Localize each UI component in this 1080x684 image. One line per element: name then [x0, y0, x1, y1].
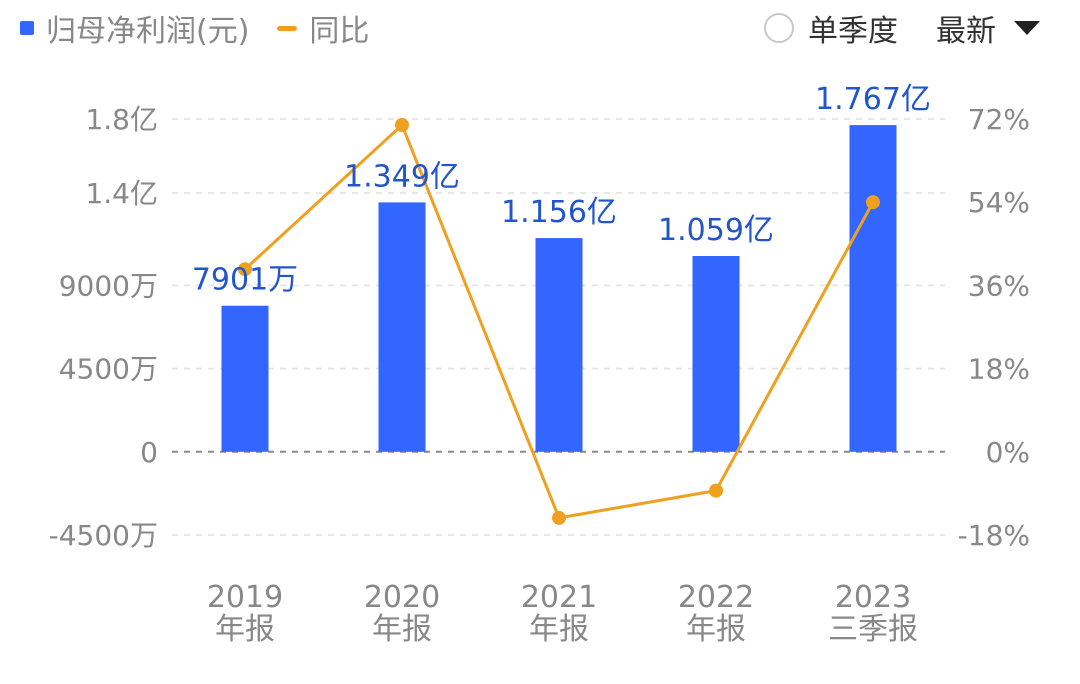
single-season-label[interactable]: 单季度: [808, 14, 898, 49]
bar: [535, 238, 583, 452]
x-category-label: 2020: [364, 580, 440, 615]
y-left-tick-label: -4500万: [49, 519, 158, 552]
bar-value-label: 1.767亿: [815, 82, 931, 117]
x-category-label: 三季报: [828, 612, 918, 647]
y-left-tick-label: 4500万: [59, 353, 158, 386]
x-category-label: 年报: [372, 612, 432, 647]
chevron-down-icon[interactable]: [1014, 21, 1040, 35]
x-category-label: 年报: [686, 612, 746, 647]
bar-value-label: 1.156亿: [501, 195, 617, 230]
single-season-radio[interactable]: [764, 13, 794, 43]
yoy-line-series: [238, 118, 880, 525]
legend-item-net-profit[interactable]: 归母净利润(元): [20, 6, 249, 50]
y-right-tick-label: 54%: [968, 186, 1030, 219]
bar-value-label: 1.349亿: [344, 159, 460, 194]
x-category-label: 2019: [207, 580, 283, 615]
line-swatch-icon: [277, 25, 298, 31]
y-left-tick-label: 0: [140, 436, 158, 469]
yoy-point: [709, 483, 723, 498]
legend-item-yoy[interactable]: 同比: [277, 6, 369, 50]
y-right-tick-label: 72%: [968, 103, 1030, 136]
bar-series: [221, 125, 897, 452]
bar-swatch-icon: [20, 21, 34, 35]
yoy-point: [238, 262, 252, 277]
y-right-tick-label: -18%: [958, 519, 1030, 552]
period-select-value[interactable]: 最新: [936, 14, 996, 49]
x-category-label: 2023: [835, 580, 911, 615]
bar: [221, 305, 269, 452]
bar: [378, 202, 426, 452]
y-right-tick-label: 18%: [968, 353, 1030, 386]
x-category-label: 年报: [215, 612, 275, 647]
chart-legend: 归母净利润(元) 同比: [20, 6, 397, 50]
y-right-tick-label: 0%: [986, 436, 1030, 469]
x-category-label: 年报: [529, 612, 589, 647]
bar: [692, 256, 740, 452]
y-left-tick-label: 9000万: [59, 269, 158, 302]
yoy-point: [552, 510, 566, 525]
y-left-tick-label: 1.8亿: [85, 103, 158, 136]
bar-value-labels: 7901万 1.349亿 1.156亿 1.059亿 1.767亿: [192, 82, 931, 298]
legend-label-yoy: 同比: [309, 14, 370, 49]
bar-value-label: 7901万: [192, 263, 298, 298]
chart-controls: 单季度 最新: [764, 6, 1040, 50]
axes: 1.8亿 1.4亿 9000万 4500万 0 -4500万 72% 54% 36% 18% 0% -…: [49, 103, 1030, 647]
x-category-label: 2021: [521, 580, 597, 615]
y-right-tick-label: 36%: [968, 269, 1030, 302]
bar: [849, 125, 897, 452]
y-left-tick-label: 1.4亿: [85, 177, 158, 210]
x-category-label: 2022: [678, 580, 754, 615]
yoy-point: [866, 195, 880, 210]
bar-value-label: 1.059亿: [658, 213, 774, 248]
yoy-point: [395, 118, 409, 133]
legend-label-net-profit: 归母净利润(元): [46, 14, 250, 49]
